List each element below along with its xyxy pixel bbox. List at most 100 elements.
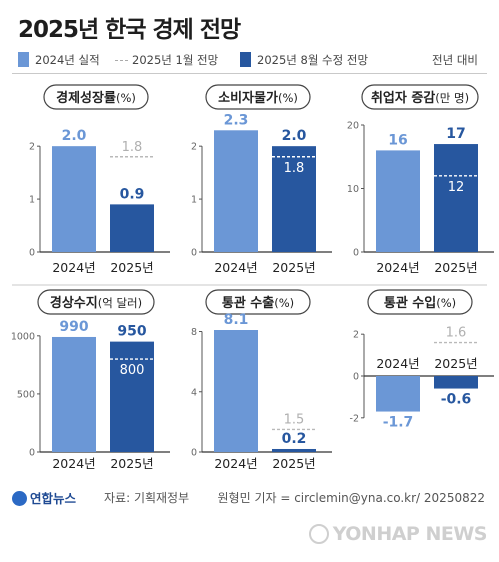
category-label: 2024년 [214, 260, 257, 275]
category-label: 2024년 [376, 356, 419, 371]
panel-title-unit: (만 명) [435, 91, 469, 105]
legend-aug-swatch [240, 52, 251, 67]
y-tick-label: 20 [347, 121, 359, 132]
panel-title-name: 취업자 증감 [371, 90, 435, 106]
source-text: 자료: 기획재정부 [104, 491, 190, 505]
panel-title-pill [205, 289, 311, 315]
panel-title-unit: (%) [278, 91, 298, 105]
category-label: 2025년 [110, 456, 153, 471]
value-label: 8.1 [224, 312, 249, 328]
y-tick-label: 2 [353, 330, 359, 341]
bar-2025 [110, 341, 154, 452]
category-label: 2024년 [52, 456, 95, 471]
category-label: 2025년 [434, 260, 477, 275]
y-tick-label: 0 [353, 248, 359, 259]
jan-forecast-label: 12 [448, 180, 465, 195]
value-label: 2.0 [282, 128, 307, 144]
footer: 연합뉴스 자료: 기획재정부 원형민 기자 = circlemin@yna.co… [0, 488, 499, 518]
panel-title-unit: (억 달러) [98, 296, 142, 310]
y-tick-label: 0 [29, 448, 35, 459]
jan-forecast-label: 800 [120, 363, 145, 378]
panel-title-name: 소비자물가 [218, 91, 278, 106]
watermark-icon [308, 524, 329, 544]
chart-panels: 경제성장률(%)0122.02024년0.92025년1.8소비자물가(%)01… [11, 84, 494, 471]
yonhap-logo: 연합뉴스 [12, 488, 76, 507]
category-label: 2025년 [272, 260, 315, 275]
value-label: -0.6 [441, 392, 472, 408]
panel-title: 통관 수출(%) [222, 295, 294, 311]
panel-title-pill [205, 84, 311, 110]
category-label: 2025년 [272, 456, 315, 471]
legend-jan-label: 2025년 1월 전망 [132, 53, 219, 67]
bar-2024 [214, 130, 258, 252]
page-title: 2025년 한국 경제 전망 [18, 17, 241, 43]
jan-forecast-label: 1.6 [446, 326, 467, 341]
category-label: 2025년 [434, 356, 477, 371]
legend: 2024년 실적 2025년 1월 전망 2025년 8월 수정 전망 전년 대… [18, 51, 488, 69]
y-tick-label: 0 [353, 372, 359, 383]
logo-text: 연합뉴스 [30, 491, 77, 506]
y-tick-label: 2 [191, 142, 197, 153]
panel-title-name: 통관 수입 [384, 295, 436, 311]
bar-2024 [52, 146, 96, 252]
yonhap-logo-icon [12, 491, 27, 506]
legend-aug-label: 2025년 8월 수정 전망 [257, 53, 369, 67]
value-label: 16 [388, 132, 407, 148]
legend-note: 전년 대비 [432, 53, 478, 67]
value-label: 950 [117, 324, 146, 340]
y-tick-label: 1000 [11, 331, 35, 342]
jan-forecast-label: 1.8 [122, 140, 143, 155]
value-label: 0.2 [282, 431, 307, 447]
watermark: YONHAP NEWS [308, 523, 488, 545]
y-tick-label: 500 [17, 389, 35, 400]
y-tick-label: 0 [191, 248, 197, 259]
value-label: 2.3 [224, 112, 249, 128]
panel-title-name: 통관 수출 [222, 295, 274, 311]
panel-title-pill [37, 289, 155, 315]
bar-2024 [52, 336, 96, 452]
panel-title: 경상수지(억 달러) [50, 295, 142, 311]
bar-2025 [272, 448, 316, 452]
bar-2025 [110, 204, 154, 252]
bar-2025 [272, 146, 316, 252]
credit-text: 원형민 기자 = circlemin@yna.co.kr/ 20250822 [217, 491, 485, 505]
panel-title: 경제성장률(%) [56, 90, 136, 106]
bar-2024 [214, 330, 258, 452]
legend-actual-label: 2024년 실적 [35, 53, 100, 67]
legend-divider [12, 73, 487, 74]
panel-title: 취업자 증감(만 명) [371, 90, 469, 106]
jan-forecast-label: 1.8 [284, 161, 305, 176]
panel-title: 소비자물가(%) [218, 91, 298, 106]
panel-title-name: 경제성장률 [56, 90, 116, 106]
category-label: 2025년 [110, 260, 153, 275]
panel-title-name: 경상수지 [50, 295, 98, 311]
legend-jan-dash [115, 60, 128, 61]
y-tick-label: 2 [29, 142, 35, 153]
y-tick-label: 0 [191, 448, 197, 459]
y-tick-label: 4 [191, 387, 197, 398]
bar-2025 [434, 144, 478, 252]
panel-title-unit: (%) [436, 296, 456, 310]
bar-2024 [376, 376, 420, 412]
y-tick-label: 10 [347, 184, 359, 195]
y-tick-label: 1 [29, 195, 35, 206]
panel-title-unit: (%) [116, 91, 136, 105]
category-label: 2024년 [214, 456, 257, 471]
category-label: 2024년 [376, 260, 419, 275]
value-label: 990 [59, 319, 88, 335]
y-tick-label: 0 [29, 248, 35, 259]
panel-title-unit: (%) [274, 296, 294, 310]
value-label: -1.7 [383, 415, 414, 431]
y-tick-label: 1 [191, 195, 197, 206]
bar-2024 [376, 150, 420, 252]
watermark-text: YONHAP NEWS [332, 523, 488, 545]
panel-title-pill [361, 84, 479, 110]
y-tick-label: 8 [191, 327, 197, 338]
panel-title: 통관 수입(%) [384, 295, 456, 311]
category-label: 2024년 [52, 260, 95, 275]
jan-forecast-label: 1.5 [284, 412, 305, 427]
value-label: 2.0 [62, 128, 87, 144]
value-label: 0.9 [120, 186, 145, 202]
y-tick-label: -2 [350, 413, 359, 424]
panel-title-pill [43, 84, 149, 110]
